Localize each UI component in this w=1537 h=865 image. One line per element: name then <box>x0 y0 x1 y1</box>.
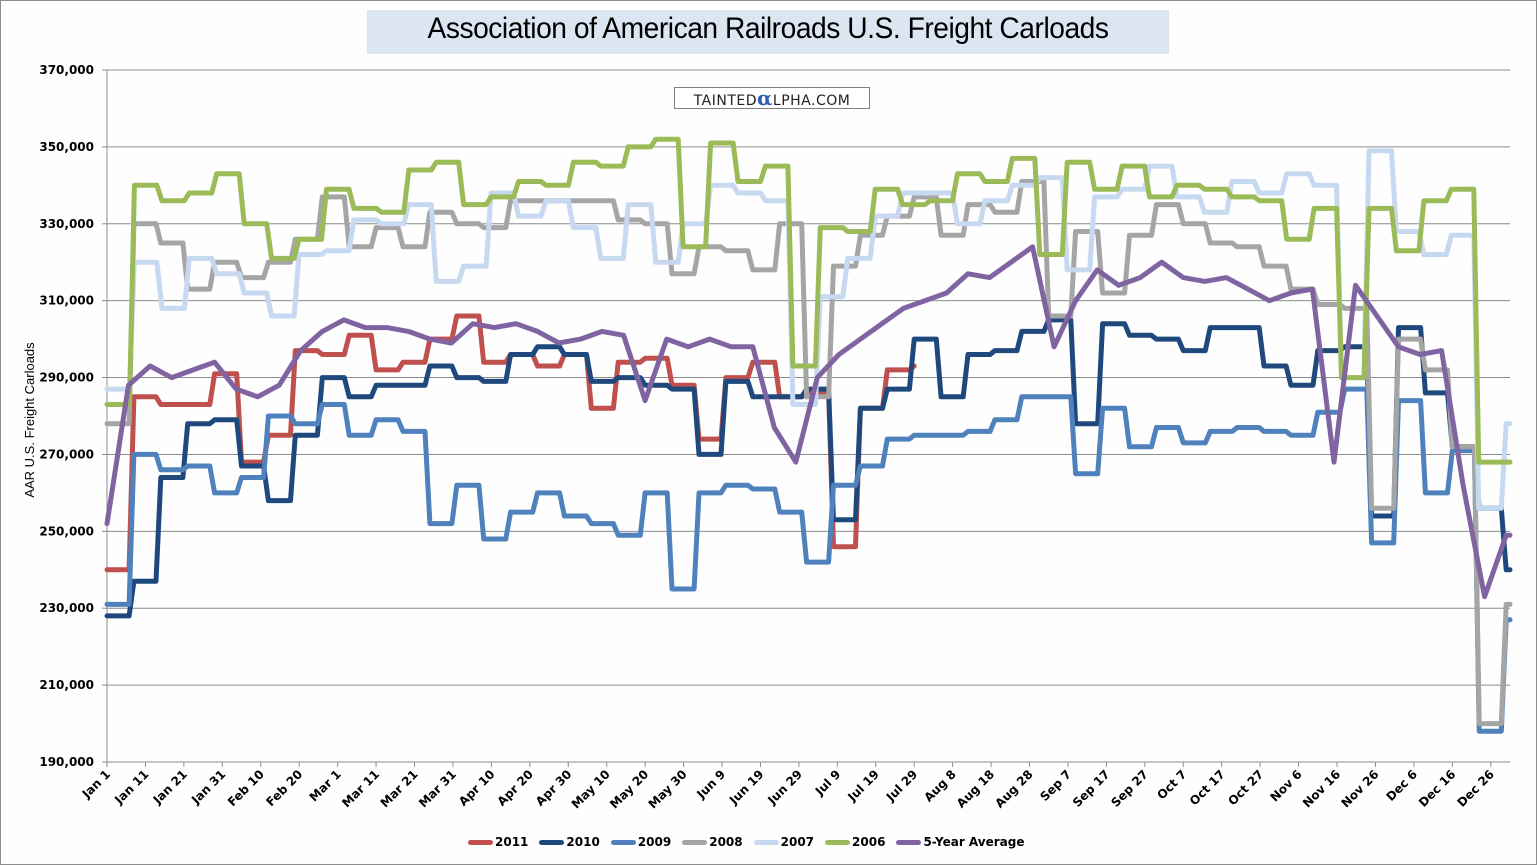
x-tick-label: Jun 29 <box>764 767 805 808</box>
legend-label: 2009 <box>637 835 672 849</box>
legend-item-2008: 2008 <box>682 835 743 849</box>
x-tick-label: Jan 1 <box>79 767 113 801</box>
watermark-alpha-glyph: α <box>757 86 773 110</box>
x-tick-label: Jul 9 <box>812 767 844 799</box>
x-tick-label: Jun 9 <box>693 767 728 802</box>
legend-label: 2011 <box>495 835 529 849</box>
x-tick-label: Jan 21 <box>150 767 190 807</box>
axes <box>106 70 1510 763</box>
legend-label: 2007 <box>780 835 815 849</box>
legend-item-2011: 2011 <box>468 835 528 849</box>
legend-swatch <box>468 839 493 845</box>
x-tick-label: Aug 8 <box>921 767 958 804</box>
x-tick-label: Dec 16 <box>1416 767 1458 809</box>
series-line-2009 <box>104 386 1513 734</box>
watermark-text-left: TAINTED <box>693 93 757 109</box>
series-line-2006 <box>104 136 1513 465</box>
series-lines <box>104 136 1513 734</box>
x-tick-label: Jan 31 <box>188 767 228 807</box>
y-tick-label: 290,000 <box>39 371 94 385</box>
chart-legend: 2011 2010 2009 2008 2007 2006 5-Year Average <box>468 832 1036 852</box>
y-tick-label: 330,000 <box>39 217 94 231</box>
legend-swatch <box>825 839 851 845</box>
x-tick-label: Feb 20 <box>263 767 305 809</box>
x-tick-label: Jun 19 <box>726 767 767 808</box>
series-line-5-year-average <box>104 244 1513 600</box>
y-axis-ticks: 190,000 210,000 230,000 250,000 270,000 290,0… <box>39 63 107 769</box>
x-tick-label: Aug 28 <box>992 767 1035 810</box>
x-tick-label: Apr 20 <box>494 767 535 808</box>
x-tick-label: Nov 6 <box>1267 767 1304 804</box>
legend-swatch <box>682 839 708 845</box>
x-tick-label: May 30 <box>646 767 690 811</box>
legend-item-2006: 2006 <box>825 835 885 849</box>
x-tick-label: Jul 29 <box>883 767 920 804</box>
x-tick-label: Apr 30 <box>533 767 574 808</box>
legend-swatch <box>610 839 636 845</box>
y-tick-label: 310,000 <box>39 294 94 308</box>
x-tick-label: Jan 11 <box>111 767 151 807</box>
y-axis-label: AAR U.S. Freight Carloads <box>22 342 37 498</box>
x-tick-label: Apr 10 <box>456 767 497 808</box>
x-tick-label: Feb 10 <box>225 767 267 809</box>
y-tick-label: 370,000 <box>39 63 94 77</box>
x-tick-label: May 10 <box>569 767 613 811</box>
legend-item-2007: 2007 <box>753 835 815 849</box>
legend-label: 5-Year Average <box>923 835 1025 849</box>
x-tick-label: Oct 17 <box>1187 767 1228 808</box>
legend-label: 2010 <box>566 835 600 849</box>
gridlines <box>107 69 1510 686</box>
x-tick-label: Oct 27 <box>1225 767 1266 808</box>
x-tick-label: Sep 17 <box>1070 767 1113 810</box>
legend-item-2009: 2009 <box>610 835 672 849</box>
y-tick-label: 230,000 <box>39 601 94 615</box>
x-tick-label: Mar 1 <box>307 767 344 804</box>
x-tick-label: Sep 7 <box>1037 767 1074 804</box>
x-tick-label: Nov 16 <box>1300 767 1343 810</box>
x-tick-label: Sep 27 <box>1108 767 1151 810</box>
x-tick-label: Mar 11 <box>339 767 382 810</box>
legend-swatch <box>539 839 565 845</box>
x-tick-label: May 20 <box>607 767 651 811</box>
y-tick-label: 270,000 <box>39 447 94 461</box>
legend-item-5-year-average: 5-Year Average <box>896 835 1025 849</box>
legend-swatch <box>753 839 779 845</box>
x-tick-label: Jul 19 <box>844 767 881 804</box>
x-tick-label: Nov 26 <box>1338 767 1381 810</box>
watermark-text-right: LPHA.COM <box>772 93 851 109</box>
chart-title-box: Association of American Railroads U.S. F… <box>367 10 1169 54</box>
x-tick-label: Aug 18 <box>954 767 997 810</box>
y-tick-label: 190,000 <box>39 755 94 769</box>
legend-label: 2006 <box>852 835 886 849</box>
x-tick-label: Oct 7 <box>1154 767 1189 802</box>
legend-item-2010: 2010 <box>539 835 600 849</box>
x-tick-label: Dec 6 <box>1383 767 1420 804</box>
y-tick-label: 250,000 <box>39 524 94 538</box>
x-tick-label: Mar 31 <box>416 767 459 810</box>
y-tick-label: 350,000 <box>39 140 94 154</box>
series-line-2008 <box>104 179 1513 727</box>
chart-title: Association of American Railroads U.S. F… <box>427 12 1109 45</box>
watermark-logo: TAINTEDαLPHA.COM <box>674 87 870 109</box>
legend-label: 2008 <box>709 835 743 849</box>
legend-swatch <box>896 839 922 845</box>
x-tick-label: Dec 26 <box>1454 767 1496 809</box>
y-tick-label: 210,000 <box>39 678 94 692</box>
x-tick-label: Mar 21 <box>378 767 421 810</box>
